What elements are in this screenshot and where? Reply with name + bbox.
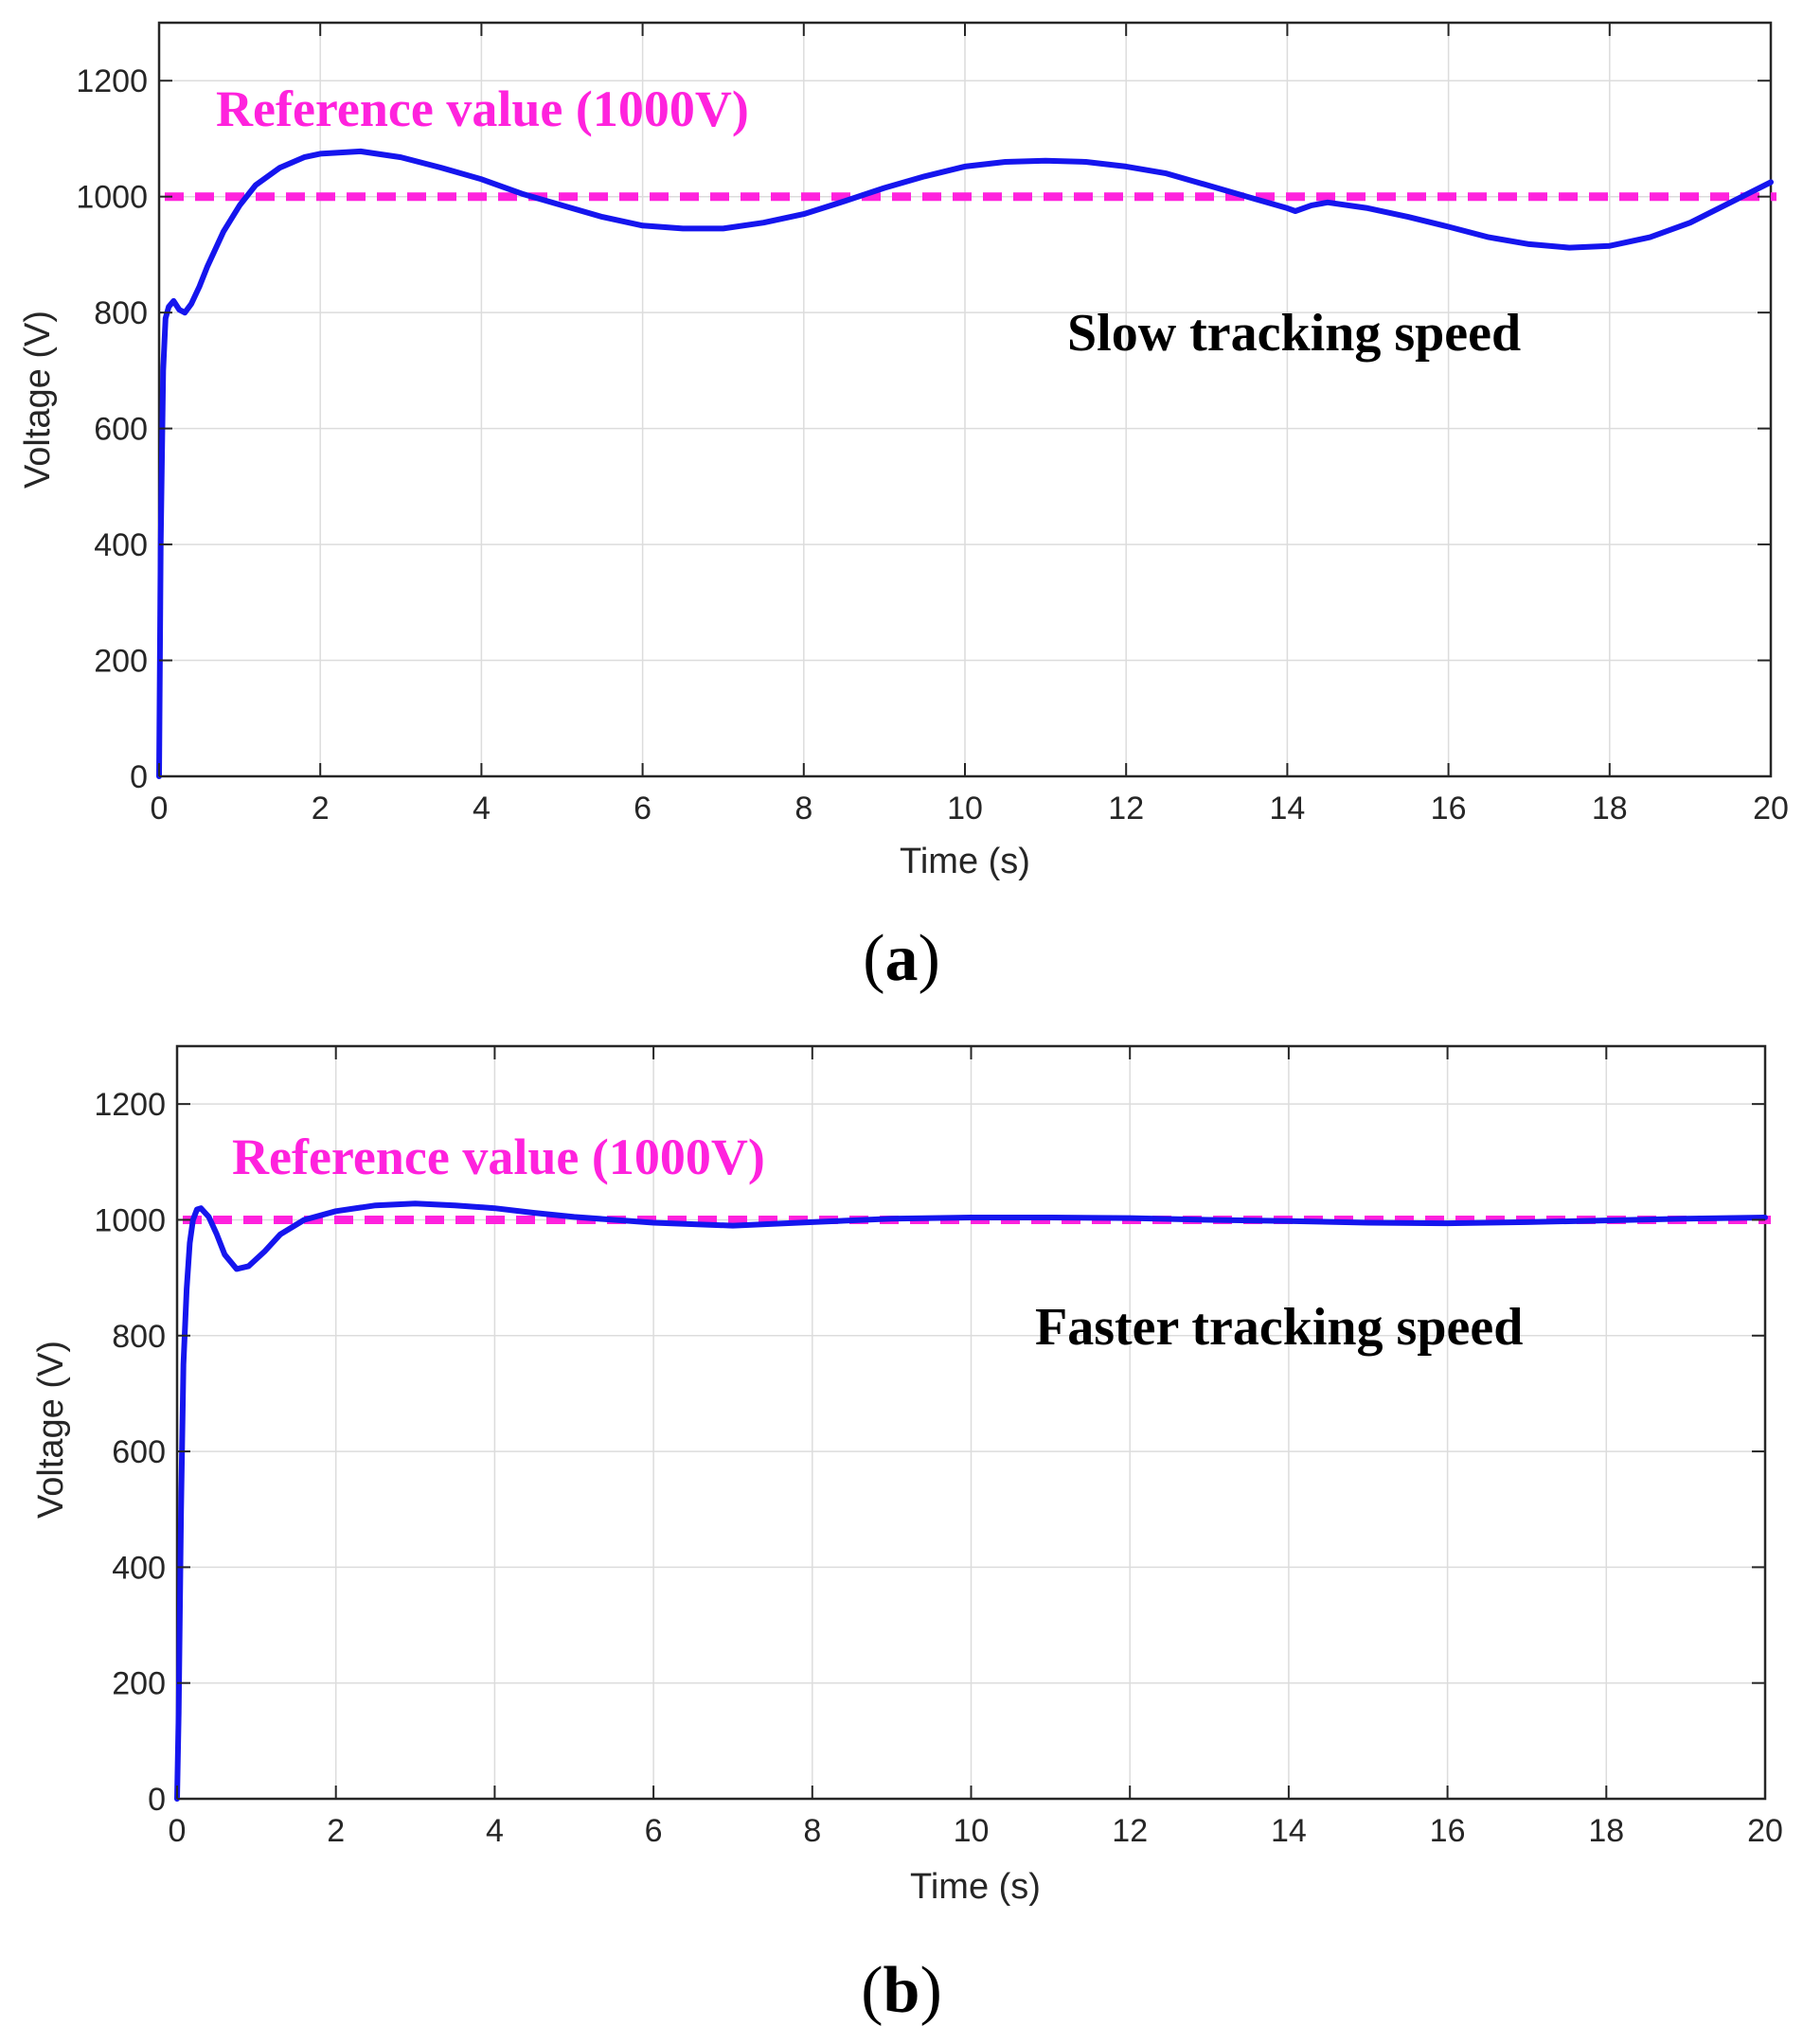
- chart-a-xtick-label: 10: [947, 791, 983, 826]
- chart-b-xlabel: Time (s): [910, 1867, 1041, 1907]
- chart-a-xtick-label: 12: [1108, 791, 1144, 826]
- chart-b-ytick-label: 1000: [94, 1202, 166, 1238]
- chart-a-xtick-label: 8: [794, 791, 812, 826]
- chart-a-xtick-label: 16: [1431, 791, 1467, 826]
- chart-a-xtick-label: 20: [1753, 791, 1789, 826]
- chart-a-xlabel: Time (s): [900, 842, 1030, 881]
- chart-b-xtick-label: 12: [1112, 1813, 1148, 1849]
- chart-b-ytick-label: 400: [112, 1550, 166, 1586]
- chart-a-xtick-label: 2: [312, 791, 330, 826]
- chart-b-xtick-label: 0: [169, 1813, 187, 1849]
- chart-a-reference-label: Reference value (1000V): [216, 80, 749, 137]
- chart-b-xtick-label: 20: [1747, 1813, 1783, 1849]
- chart-b-series-line: [174, 1200, 1768, 1802]
- chart-b-reference-label: Reference value (1000V): [232, 1129, 765, 1185]
- chart-a-xtick-label: 14: [1269, 791, 1305, 826]
- chart-b-xtick-label: 10: [954, 1813, 990, 1849]
- chart-a-ytick-label: 400: [94, 527, 148, 563]
- chart-a-annotation: Slow tracking speed: [1067, 304, 1521, 363]
- chart-a-ytick-label: 800: [94, 295, 148, 331]
- chart-a-xtick-label: 0: [151, 791, 169, 826]
- chart-b-annotation: Faster tracking speed: [1035, 1298, 1523, 1357]
- chart-b-panel-letter: b: [884, 1954, 920, 2027]
- chart-a-panel-label: (a): [863, 922, 940, 995]
- chart-a-ytick-label: 1000: [76, 180, 148, 216]
- chart-b-xtick-label: 18: [1588, 1813, 1624, 1849]
- chart-b-ylabel: Voltage (V): [31, 1341, 71, 1519]
- chart-a-xtick-label: 6: [634, 791, 652, 826]
- chart-b-xtick-label: 14: [1271, 1813, 1307, 1849]
- chart-b-ytick-label: 200: [112, 1666, 166, 1702]
- chart-b-xtick-label: 4: [486, 1813, 504, 1849]
- chart-a-ytick-label: 0: [130, 759, 148, 795]
- chart-a-ytick-label: 600: [94, 412, 148, 448]
- chart-b-xtick-label: 2: [327, 1813, 345, 1849]
- chart-b-panel-label: (b): [861, 1954, 942, 2027]
- chart-a-series-line: [156, 148, 1774, 779]
- chart-a-panel-letter: a: [885, 922, 919, 995]
- chart-a-xtick-label: 18: [1592, 791, 1628, 826]
- chart-a-series: [156, 148, 1774, 779]
- chart-b-xtick-label: 8: [803, 1813, 821, 1849]
- chart-b-series: [174, 1200, 1768, 1802]
- chart-b-ytick-label: 800: [112, 1319, 166, 1355]
- chart-b-xtick-label: 6: [645, 1813, 663, 1849]
- chart-b-ytick-label: 600: [112, 1434, 166, 1470]
- chart-a-ytick-label: 200: [94, 644, 148, 680]
- chart-a-xtick-label: 4: [473, 791, 491, 826]
- chart-b-ytick-label: 1200: [94, 1087, 166, 1123]
- chart-b-xtick-label: 16: [1430, 1813, 1466, 1849]
- chart-a-ytick-label: 1200: [76, 63, 148, 99]
- chart-b-ytick-label: 0: [148, 1782, 166, 1818]
- chart-a-ylabel: Voltage (V): [18, 311, 58, 489]
